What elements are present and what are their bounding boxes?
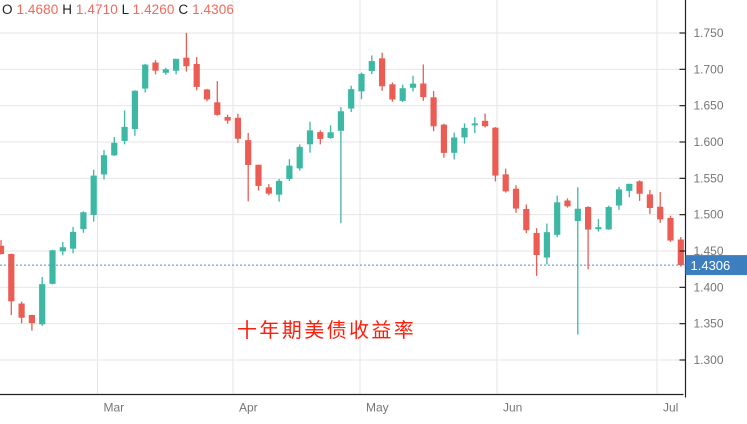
svg-text:1.750: 1.750 [694, 26, 724, 40]
svg-text:Jul: Jul [663, 401, 678, 415]
svg-text:Jun: Jun [503, 401, 522, 415]
svg-text:1.500: 1.500 [694, 208, 724, 222]
svg-text:1.400: 1.400 [694, 280, 724, 294]
svg-text:O 1.4680 H 1.4710 L 1.4260: O 1.4680 H 1.4710 L 1.4260 C 1.4306 [2, 2, 234, 17]
svg-text:1.350: 1.350 [694, 317, 724, 331]
svg-text:1.700: 1.700 [694, 62, 724, 76]
svg-text:Apr: Apr [239, 401, 258, 415]
svg-text:Mar: Mar [104, 401, 125, 415]
svg-text:1.650: 1.650 [694, 99, 724, 113]
svg-text:May: May [366, 401, 389, 415]
svg-text:1.4306: 1.4306 [691, 258, 731, 273]
svg-text:1.300: 1.300 [694, 353, 724, 367]
svg-text:十年期美债收益率: 十年期美债收益率 [237, 319, 416, 342]
svg-text:1.600: 1.600 [694, 135, 724, 149]
svg-text:1.550: 1.550 [694, 171, 724, 185]
